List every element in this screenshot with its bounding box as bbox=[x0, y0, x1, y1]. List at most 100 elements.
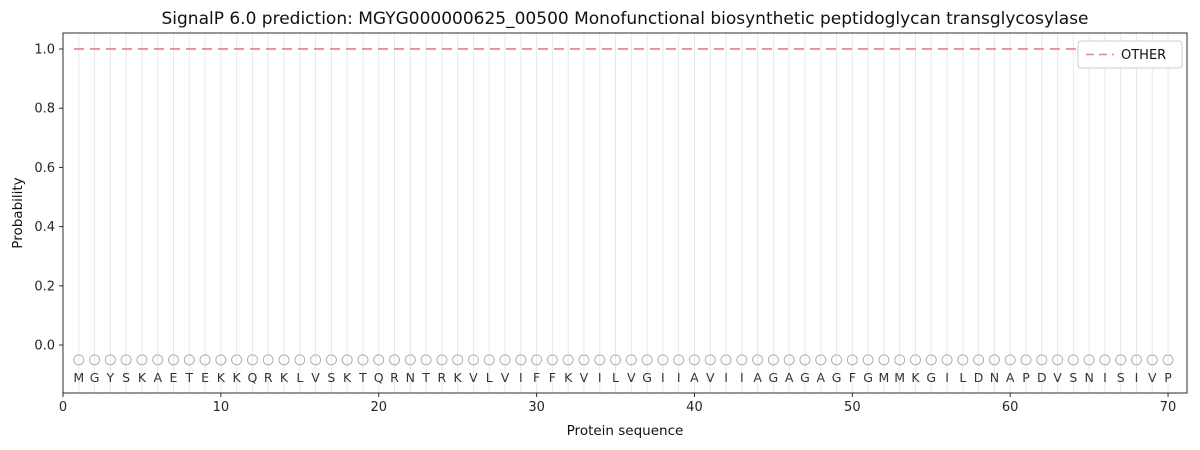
residue-marker bbox=[941, 354, 953, 366]
residue-marker bbox=[704, 354, 716, 366]
residue-marker bbox=[1083, 354, 1095, 366]
residue-marker bbox=[641, 354, 653, 366]
residue-marker bbox=[373, 354, 385, 366]
residue-letter: M bbox=[73, 370, 84, 385]
residue-marker bbox=[720, 354, 732, 366]
residue-letter: T bbox=[358, 370, 367, 385]
residue-letter: F bbox=[549, 370, 556, 385]
x-axis-label: Protein sequence bbox=[566, 423, 684, 439]
residue-letter: A bbox=[1006, 370, 1015, 385]
residue-letter: P bbox=[1022, 370, 1030, 385]
residue-marker bbox=[499, 354, 511, 366]
residue-letter: L bbox=[296, 370, 303, 385]
residue-letter: I bbox=[661, 370, 665, 385]
residue-marker bbox=[1130, 354, 1142, 366]
residue-marker bbox=[767, 354, 779, 366]
x-tick-label: 50 bbox=[844, 400, 861, 415]
x-tick-label: 10 bbox=[213, 400, 230, 415]
residue-letter: K bbox=[280, 370, 289, 385]
residue-marker bbox=[1146, 354, 1158, 366]
residue-letter: K bbox=[454, 370, 463, 385]
residue-letter: Q bbox=[374, 370, 384, 385]
residue-marker bbox=[341, 354, 353, 366]
residue-letter: K bbox=[233, 370, 242, 385]
residue-letter: I bbox=[740, 370, 744, 385]
residue-letter: K bbox=[911, 370, 920, 385]
residue-letter: T bbox=[421, 370, 430, 385]
residue-letter: E bbox=[201, 370, 209, 385]
residue-letter: L bbox=[486, 370, 493, 385]
residue-letter: Y bbox=[106, 370, 115, 385]
residue-letter: G bbox=[769, 370, 779, 385]
residue-letter: V bbox=[469, 370, 478, 385]
residue-letter: I bbox=[519, 370, 523, 385]
residue-marker bbox=[152, 354, 164, 366]
residue-letter: G bbox=[832, 370, 842, 385]
residue-letter: T bbox=[184, 370, 193, 385]
residue-letter: V bbox=[706, 370, 715, 385]
residue-marker bbox=[310, 354, 322, 366]
x-axis-ticks: 0 10 20 30 40 50 60 70 bbox=[59, 393, 1176, 415]
residue-letter: E bbox=[170, 370, 178, 385]
residue-letter: A bbox=[690, 370, 699, 385]
residue-marker bbox=[246, 354, 258, 366]
chart-title: SignalP 6.0 prediction: MGYG000000625_00… bbox=[161, 9, 1089, 29]
residue-letter: G bbox=[863, 370, 873, 385]
residue-marker bbox=[862, 354, 874, 366]
residue-marker bbox=[799, 354, 811, 366]
legend: OTHER bbox=[1077, 40, 1183, 69]
residue-letter: K bbox=[138, 370, 147, 385]
residue-letter: Q bbox=[248, 370, 258, 385]
residue-letter: V bbox=[1053, 370, 1062, 385]
residue-marker bbox=[546, 354, 558, 366]
residue-marker bbox=[436, 354, 448, 366]
residue-marker bbox=[1036, 354, 1048, 366]
x-tick-label: 60 bbox=[1002, 400, 1019, 415]
residue-marker bbox=[262, 354, 274, 366]
plot-border bbox=[62, 32, 1188, 394]
gridlines bbox=[78, 33, 1169, 393]
y-tick-label: 0.2 bbox=[34, 279, 55, 294]
residue-letter: A bbox=[153, 370, 162, 385]
residue-letter: F bbox=[849, 370, 856, 385]
residue-letter: S bbox=[327, 370, 335, 385]
residue-letter: K bbox=[343, 370, 352, 385]
residue-letter: S bbox=[1069, 370, 1077, 385]
residue-letter: I bbox=[945, 370, 949, 385]
residue-letter: V bbox=[311, 370, 320, 385]
x-tick-label: 0 bbox=[59, 400, 67, 415]
residue-marker bbox=[925, 354, 937, 366]
legend-box bbox=[1077, 40, 1183, 69]
y-tick-label: 0.8 bbox=[34, 102, 55, 117]
residue-marker bbox=[846, 354, 858, 366]
residue-marker bbox=[909, 354, 921, 366]
residue-marker bbox=[578, 354, 590, 366]
residue-marker bbox=[89, 354, 101, 366]
residue-marker bbox=[278, 354, 290, 366]
residue-letter: V bbox=[1148, 370, 1157, 385]
residue-letter: D bbox=[1037, 370, 1047, 385]
residue-letter: V bbox=[501, 370, 510, 385]
residue-letter: G bbox=[90, 370, 100, 385]
residue-marker bbox=[957, 354, 969, 366]
residue-marker bbox=[120, 354, 132, 366]
residue-letter: V bbox=[627, 370, 636, 385]
residue-letter: S bbox=[122, 370, 130, 385]
residue-marker bbox=[610, 354, 622, 366]
y-tick-label: 1.0 bbox=[34, 42, 55, 57]
residue-letter: A bbox=[816, 370, 825, 385]
y-tick-label: 0.4 bbox=[34, 220, 55, 235]
residue-marker bbox=[136, 354, 148, 366]
residue-letter: F bbox=[533, 370, 540, 385]
residue-marker bbox=[657, 354, 669, 366]
residue-marker bbox=[531, 354, 543, 366]
residue-marker bbox=[562, 354, 574, 366]
y-axis-ticks: 0.0 0.2 0.4 0.6 0.8 1.0 bbox=[34, 42, 63, 354]
legend-label: OTHER bbox=[1121, 48, 1166, 63]
residue-marker bbox=[594, 354, 606, 366]
residue-letter: R bbox=[264, 370, 273, 385]
residue-marker bbox=[752, 354, 764, 366]
residue-letter: I bbox=[677, 370, 681, 385]
